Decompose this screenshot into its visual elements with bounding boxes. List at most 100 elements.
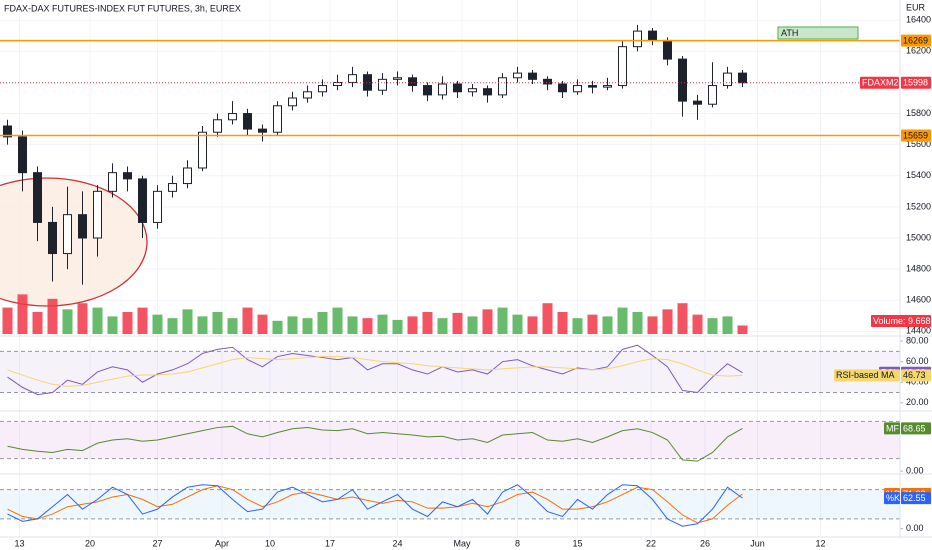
y-tick-label: 16200: [906, 46, 931, 56]
candle-body: [93, 190, 102, 239]
y-tick-label: 15800: [906, 108, 931, 118]
candle-body: [63, 214, 72, 255]
candle-body: [123, 172, 132, 180]
candle-body: [558, 83, 567, 93]
candle-body: [738, 72, 747, 84]
series-name-box: [884, 492, 900, 505]
volume-bar: [227, 318, 238, 334]
y-tick-label: 0.00: [906, 466, 924, 476]
indicator-line: [7, 485, 743, 524]
y-tick-label: 15600: [906, 139, 931, 149]
volume-bar: [527, 316, 538, 334]
last-price-label-box: [901, 76, 931, 89]
candle-body: [183, 167, 192, 185]
candle-body: [363, 74, 372, 91]
x-tick-label: 27: [152, 538, 162, 548]
x-tick-label: 15: [572, 538, 582, 548]
level-label: 15659: [903, 130, 928, 140]
volume-bar: [92, 307, 103, 334]
volume-bar: [32, 312, 43, 334]
volume-bar: [122, 312, 133, 334]
labels-layer: 13 20 27 Apr 10 17 24 May 8 15 22 26 Jun 12 14400 14600…: [14, 15, 932, 549]
volume-bar: [722, 316, 733, 334]
candle-body: [633, 30, 642, 48]
y-tick-label: 0.00: [906, 523, 924, 533]
candle-body: [258, 128, 267, 133]
volume-bar: [617, 307, 628, 334]
candle-body: [348, 74, 357, 83]
candle-body: [303, 91, 312, 99]
volume-bar: [107, 316, 118, 334]
candle-body: [438, 83, 447, 96]
volume-bar: [587, 314, 598, 334]
last-price-label: 15998: [903, 78, 928, 88]
volume-bar: [392, 319, 403, 334]
series-value: 62.55: [903, 493, 926, 503]
series-name-box: [834, 369, 900, 382]
volume-bar: [47, 298, 58, 334]
candle-body: [198, 131, 207, 169]
series-name: %K: [886, 493, 900, 503]
volume-bar: [572, 318, 583, 334]
candle-body: [408, 77, 417, 87]
candle-body: [543, 78, 552, 85]
volume-bar: [632, 312, 643, 334]
candle-body: [333, 81, 342, 87]
candle-body: [663, 39, 672, 60]
volume-bar: [692, 314, 703, 334]
y-tick-label: 60.00: [906, 356, 929, 366]
volume-bar: [602, 316, 613, 334]
candle-body: [153, 190, 162, 223]
volume-bar: [362, 318, 373, 334]
candle-body: [513, 72, 522, 79]
series-value-box: [901, 422, 931, 435]
volume-bar: [287, 316, 298, 334]
y-tick-label: 16400: [906, 15, 931, 25]
chart-title: FDAX-DAX FUTURES-INDEX FUT FUTURES, 3h, …: [4, 3, 241, 13]
volume-bar: [17, 294, 28, 334]
volume-bar: [512, 314, 523, 334]
volume-bar: [467, 316, 478, 334]
level-label: 16269: [903, 35, 928, 45]
candle-body: [18, 136, 27, 174]
candle-body: [273, 105, 282, 133]
candle-body: [648, 30, 657, 41]
series-value: 68.65: [903, 423, 926, 433]
volume-label: Volume: 9.668K: [873, 316, 932, 326]
candle-body: [528, 72, 537, 80]
x-tick-label: 10: [265, 538, 275, 548]
series-value-box: [901, 492, 931, 505]
candle-body: [78, 214, 87, 239]
level-label-box: [901, 34, 931, 47]
series-name-box: [884, 422, 900, 435]
x-tick-label: May: [453, 538, 471, 548]
volume-bar: [317, 312, 328, 334]
candle-body: [393, 77, 402, 80]
volume-bar: [242, 307, 253, 334]
volume-bar: [707, 318, 718, 334]
y-tick-label: 14800: [906, 263, 931, 273]
x-tick-label: Apr: [215, 538, 229, 548]
x-tick-label: 22: [646, 538, 656, 548]
volume-bar: [437, 318, 448, 334]
volume-bar: [182, 309, 193, 334]
y-tick-label: 15200: [906, 201, 931, 211]
x-tick-label: 8: [515, 538, 520, 548]
volume-bar: [197, 316, 208, 334]
indicator-line: [7, 484, 743, 527]
candle-body: [468, 88, 477, 93]
y-tick-label: 14400: [906, 326, 931, 336]
volume-bar: [557, 312, 568, 334]
series-value: 46.73: [903, 370, 926, 380]
band: [0, 421, 900, 459]
candle-body: [483, 88, 492, 96]
candle-body: [168, 183, 177, 192]
candle-body: [603, 85, 612, 88]
candle-body: [243, 113, 252, 130]
marks-layer: [0, 24, 900, 527]
y-tick-label: 80.00: [906, 335, 929, 345]
candle-body: [33, 172, 42, 223]
symbol-label-box: [860, 76, 899, 89]
volume-bar: [302, 318, 313, 334]
volume-bar: [77, 303, 88, 334]
